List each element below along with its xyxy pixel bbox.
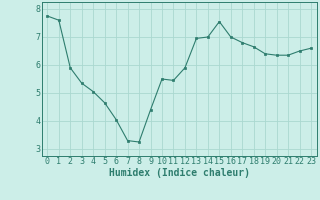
X-axis label: Humidex (Indice chaleur): Humidex (Indice chaleur) (109, 168, 250, 178)
